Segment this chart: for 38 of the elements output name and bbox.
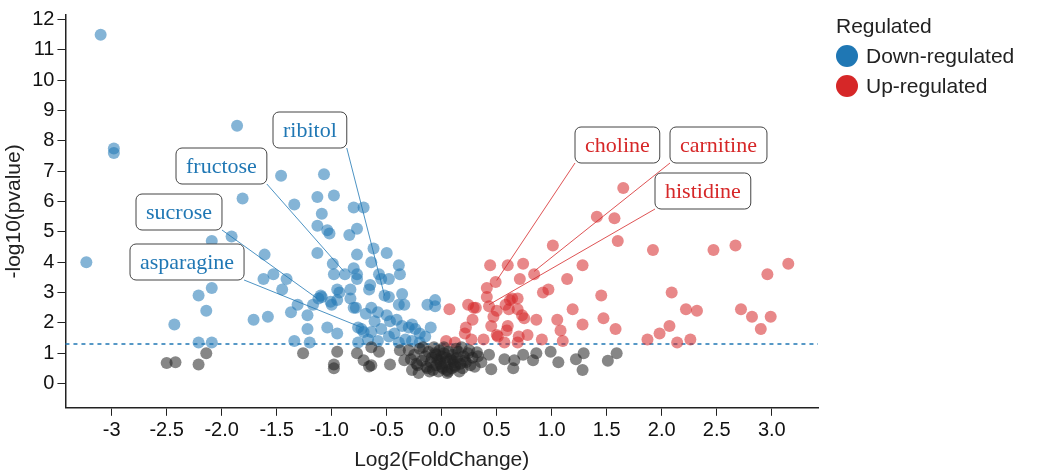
y-tick-label: 9 bbox=[43, 98, 55, 121]
y-tick-label: 8 bbox=[43, 128, 55, 151]
legend-label: Down-regulated bbox=[866, 44, 1015, 68]
x-tick-label: 0.5 bbox=[482, 418, 511, 441]
x-tick-label: 0.0 bbox=[427, 418, 456, 441]
x-tick-label: -3 bbox=[102, 418, 121, 441]
x-tick-label: 1.5 bbox=[592, 418, 621, 441]
x-tick-label: -1.5 bbox=[259, 418, 294, 441]
annotation: ribitol bbox=[283, 116, 337, 142]
legend-title: Regulated bbox=[836, 14, 933, 38]
y-tick-label: 6 bbox=[43, 189, 55, 212]
y-tick-label: 11 bbox=[33, 37, 55, 60]
y-tick-label: 3 bbox=[43, 280, 55, 303]
x-tick-label: -0.5 bbox=[369, 418, 404, 441]
x-tick-label: 2.5 bbox=[702, 418, 731, 441]
annotation: sucrose bbox=[146, 198, 212, 224]
annotation: histidine bbox=[665, 177, 741, 203]
x-tick-label: -2.5 bbox=[149, 418, 184, 441]
x-tick-label: 3.0 bbox=[757, 418, 786, 441]
y-tick-label: 2 bbox=[43, 310, 55, 333]
x-tick-label: 2.0 bbox=[647, 418, 676, 441]
x-tick-label: 1.0 bbox=[537, 418, 566, 441]
y-tick-label: 7 bbox=[43, 158, 55, 181]
annotation: fructose bbox=[186, 152, 257, 178]
x-axis-title: Log2(FoldChange) bbox=[354, 447, 530, 471]
legend-label: Up-regulated bbox=[866, 74, 988, 98]
y-tick-label: 12 bbox=[32, 7, 55, 30]
y-tick-label: 0 bbox=[43, 371, 55, 394]
annotation: choline bbox=[585, 131, 650, 157]
y-tick-label: 1 bbox=[43, 340, 55, 363]
y-tick-label: 10 bbox=[32, 67, 55, 90]
annotation: asparagine bbox=[140, 248, 235, 274]
y-tick-label: 5 bbox=[43, 219, 55, 242]
x-tick-label: -1.0 bbox=[314, 418, 349, 441]
y-axis-title: -log10(pvalue) bbox=[1, 144, 25, 279]
y-tick-label: 4 bbox=[43, 249, 55, 272]
x-tick-label: -2.0 bbox=[204, 418, 239, 441]
annotation: carnitine bbox=[680, 131, 757, 157]
